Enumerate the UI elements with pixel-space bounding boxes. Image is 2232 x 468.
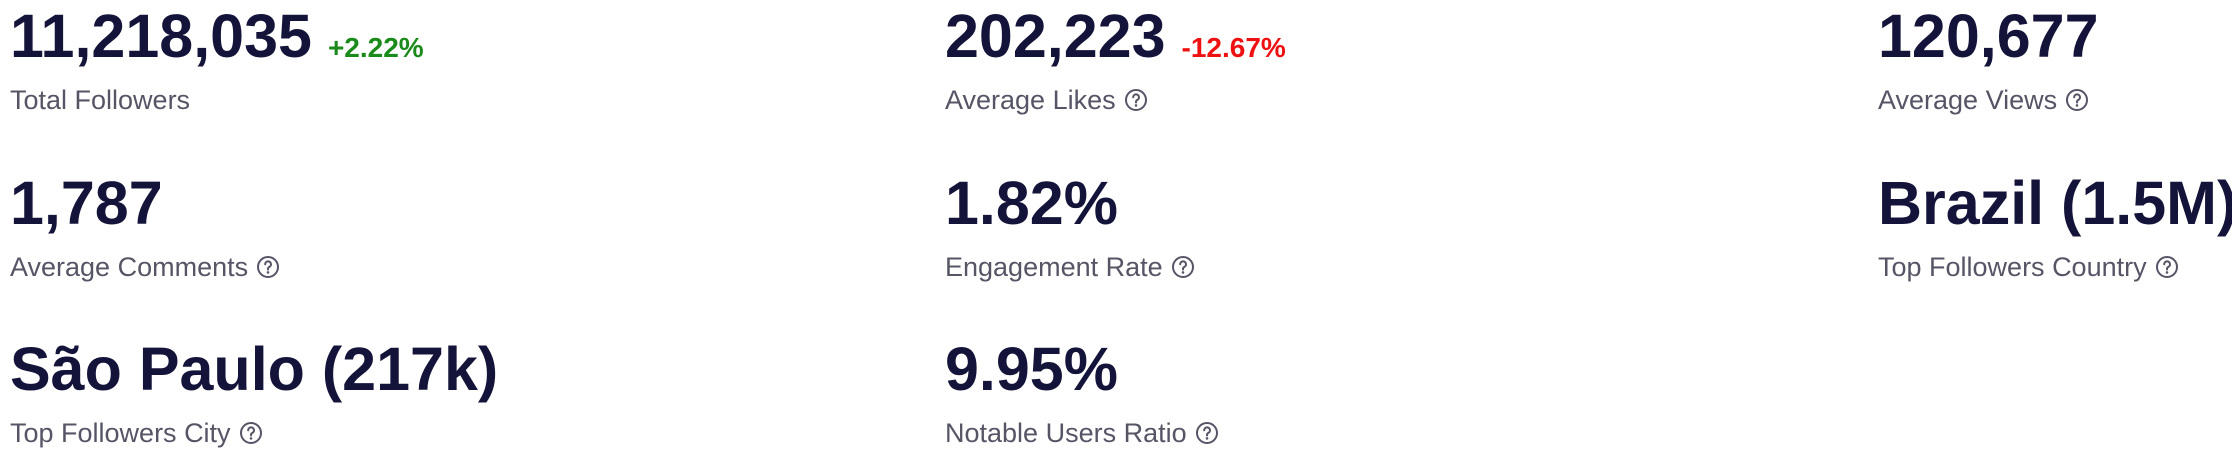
metric-label-row: Engagement Rate <box>945 249 1645 285</box>
metric-engagement-rate: 1.82% Engagement Rate <box>945 167 1645 285</box>
metric-value: 9.95% <box>945 335 1118 403</box>
metric-label-row: Average Likes <box>945 82 1645 118</box>
metric-label-row: Notable Users Ratio <box>945 415 1645 451</box>
metric-label: Average Comments <box>10 252 249 282</box>
question-circle-icon[interactable] <box>2065 88 2089 112</box>
metric-value: 202,223 <box>945 2 1166 70</box>
metric-value-row: São Paulo (217k) <box>10 333 710 405</box>
metric-label: Engagement Rate <box>945 252 1163 282</box>
metric-value: 120,677 <box>1878 2 2099 70</box>
metric-value-row: 1,787 <box>10 167 710 239</box>
question-circle-icon[interactable] <box>1124 88 1148 112</box>
metric-label: Total Followers <box>10 85 191 115</box>
question-circle-icon[interactable] <box>2155 255 2179 279</box>
metric-value: 1.82% <box>945 169 1118 237</box>
metric-delta-down: -12.67% <box>1181 32 1286 63</box>
question-circle-icon[interactable] <box>239 421 263 445</box>
metric-label: Average Likes <box>945 85 1116 115</box>
metric-label-row: Average Comments <box>10 249 710 285</box>
metric-value-row: 1.82% <box>945 167 1645 239</box>
metric-label: Average Views <box>1878 85 2058 115</box>
metric-value-row: 120,677 <box>1878 0 2232 72</box>
metric-average-comments: 1,787 Average Comments <box>10 167 710 285</box>
metric-label: Top Followers Country <box>1878 252 2147 282</box>
metric-value-row: 9.95% <box>945 333 1645 405</box>
question-circle-icon[interactable] <box>256 255 280 279</box>
metric-average-views: 120,677 Average Views <box>1878 0 2232 118</box>
metric-notable-users-ratio: 9.95% Notable Users Ratio <box>945 333 1645 451</box>
metric-average-likes: 202,223 -12.67% Average Likes <box>945 0 1645 118</box>
metric-top-followers-country: Brazil (1.5M) Top Followers Country <box>1878 167 2232 285</box>
metric-delta-up: +2.22% <box>327 32 424 63</box>
metric-value-row: 202,223 -12.67% <box>945 0 1645 72</box>
metric-label: Notable Users Ratio <box>945 418 1187 448</box>
metric-value: 1,787 <box>10 169 163 237</box>
question-circle-icon[interactable] <box>1171 255 1195 279</box>
metric-value-row: 11,218,035 +2.22% <box>10 0 710 72</box>
metric-value: São Paulo (217k) <box>10 335 499 403</box>
metric-label: Top Followers City <box>10 418 231 448</box>
metric-top-followers-city: São Paulo (217k) Top Followers City <box>10 333 710 451</box>
metric-label-row: Average Views <box>1878 82 2232 118</box>
metric-label-row: Top Followers City <box>10 415 710 451</box>
metric-label-row: Top Followers Country <box>1878 249 2232 285</box>
question-circle-icon[interactable] <box>1195 421 1219 445</box>
metric-value-row: Brazil (1.5M) <box>1878 167 2232 239</box>
metric-label-row: Total Followers <box>10 82 710 118</box>
metric-value: 11,218,035 <box>10 2 312 70</box>
metric-value: Brazil (1.5M) <box>1878 169 2232 237</box>
metric-total-followers: 11,218,035 +2.22% Total Followers <box>10 0 710 118</box>
